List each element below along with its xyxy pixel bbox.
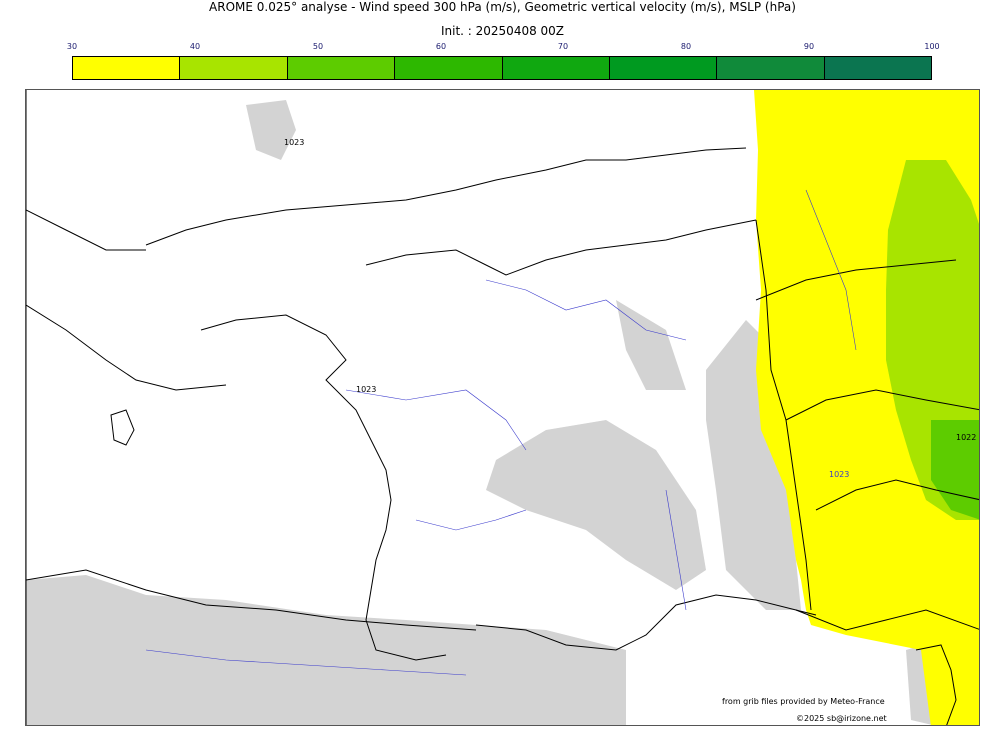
colorbar-tick: 30 <box>66 42 78 51</box>
spain-border <box>26 569 477 631</box>
river <box>665 489 687 611</box>
isobar-line <box>26 304 227 391</box>
isobar-label: 1023 <box>356 385 376 394</box>
colorbar-segment <box>395 57 503 79</box>
colorbar-segment <box>287 57 396 79</box>
austria-border <box>815 479 979 511</box>
french-atlantic-coast <box>200 314 447 661</box>
channel-coast-uk <box>145 147 747 246</box>
isobar-label: 1022 <box>956 433 976 442</box>
island-outline <box>110 409 135 446</box>
river <box>145 649 467 676</box>
mediterranean-coast <box>475 594 817 651</box>
uk-gray-area <box>246 100 296 160</box>
isobar-line <box>26 209 146 251</box>
map-canvas: 1023 1023 1023 1022 <box>26 90 979 725</box>
germany-border <box>755 259 957 301</box>
wind-50-60-area <box>931 420 979 520</box>
init-time: Init. : 20250408 00Z <box>440 24 565 38</box>
colorbar-segment <box>609 57 718 79</box>
river <box>805 189 857 351</box>
map-frame: 1023 1023 1023 1022 <box>25 89 980 726</box>
colorbar-segment <box>73 57 181 79</box>
colorbar-tick: 80 <box>680 42 692 51</box>
colorbar-tick: 60 <box>435 42 447 51</box>
wind-speed-areas <box>754 90 979 725</box>
source-credit: from grib files provided by Meteo-France <box>722 697 885 706</box>
swiss-border <box>785 389 979 421</box>
river <box>485 279 687 341</box>
isobar-label: 1023 <box>284 138 304 147</box>
colorbar-tick: 40 <box>189 42 201 51</box>
river <box>345 389 527 451</box>
colorbar-segment <box>502 57 610 79</box>
colorbar-tick: 100 <box>924 42 940 51</box>
vertical-velocity-areas <box>26 100 956 725</box>
isobar-label: 1023 <box>829 470 849 479</box>
corsica-coast <box>915 644 957 725</box>
massif-central-gray-area <box>486 420 706 590</box>
italy-border <box>795 609 979 631</box>
river <box>415 509 527 531</box>
coastlines <box>26 90 979 725</box>
colorbar-tick: 90 <box>803 42 815 51</box>
pyrenees-gray-area <box>26 575 626 725</box>
rivers <box>145 189 857 676</box>
french-channel-coast <box>365 219 757 276</box>
colorbar-segment <box>824 57 931 79</box>
colorbar-segment <box>180 57 288 79</box>
colorbar-tick: 70 <box>557 42 569 51</box>
colorbar-tick: 50 <box>312 42 324 51</box>
copyright-credit: ©2025 sb@irizone.net <box>796 714 887 723</box>
colorbar-segment <box>717 57 825 79</box>
chart-title: AROME 0.025° analyse - Wind speed 300 hP… <box>209 0 796 14</box>
colorbar <box>72 56 932 80</box>
vosges-gray-area <box>616 300 686 390</box>
